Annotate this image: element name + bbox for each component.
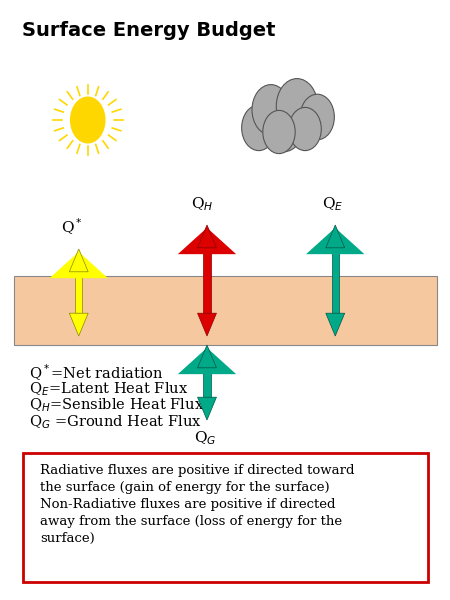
Circle shape: [71, 97, 105, 143]
Text: Q$^*$=Net radiation: Q$^*$=Net radiation: [29, 363, 164, 383]
Circle shape: [252, 85, 290, 135]
Text: Q$_E$=Latent Heat Flux: Q$_E$=Latent Heat Flux: [29, 380, 189, 397]
Polygon shape: [326, 313, 345, 336]
Text: Radiative fluxes are positive if directed toward
the surface (gain of energy for: Radiative fluxes are positive if directe…: [40, 464, 355, 545]
Polygon shape: [326, 225, 345, 248]
FancyBboxPatch shape: [75, 272, 82, 313]
Polygon shape: [198, 225, 216, 248]
Text: Q$_G$ =Ground Heat Flux: Q$_G$ =Ground Heat Flux: [29, 413, 202, 431]
Text: Q$^*$: Q$^*$: [61, 217, 82, 237]
FancyBboxPatch shape: [203, 248, 211, 313]
Polygon shape: [198, 345, 216, 368]
Text: Q$_E$: Q$_E$: [322, 196, 343, 213]
FancyBboxPatch shape: [332, 248, 339, 313]
Circle shape: [262, 94, 305, 152]
Text: Surface Energy Budget: Surface Energy Budget: [22, 21, 276, 40]
Circle shape: [276, 79, 318, 134]
Polygon shape: [69, 249, 88, 272]
Circle shape: [300, 94, 334, 140]
FancyBboxPatch shape: [203, 368, 211, 397]
Circle shape: [242, 105, 276, 151]
Text: Q$_G$: Q$_G$: [194, 429, 216, 446]
Text: Q$_H$: Q$_H$: [191, 196, 214, 213]
Bar: [22, 453, 427, 582]
Circle shape: [263, 110, 295, 154]
Circle shape: [289, 107, 321, 151]
Text: Q$_H$=Sensible Heat Flux: Q$_H$=Sensible Heat Flux: [29, 397, 204, 414]
Polygon shape: [198, 313, 216, 336]
Polygon shape: [198, 397, 216, 420]
Polygon shape: [69, 313, 88, 336]
Bar: [14, 276, 436, 345]
